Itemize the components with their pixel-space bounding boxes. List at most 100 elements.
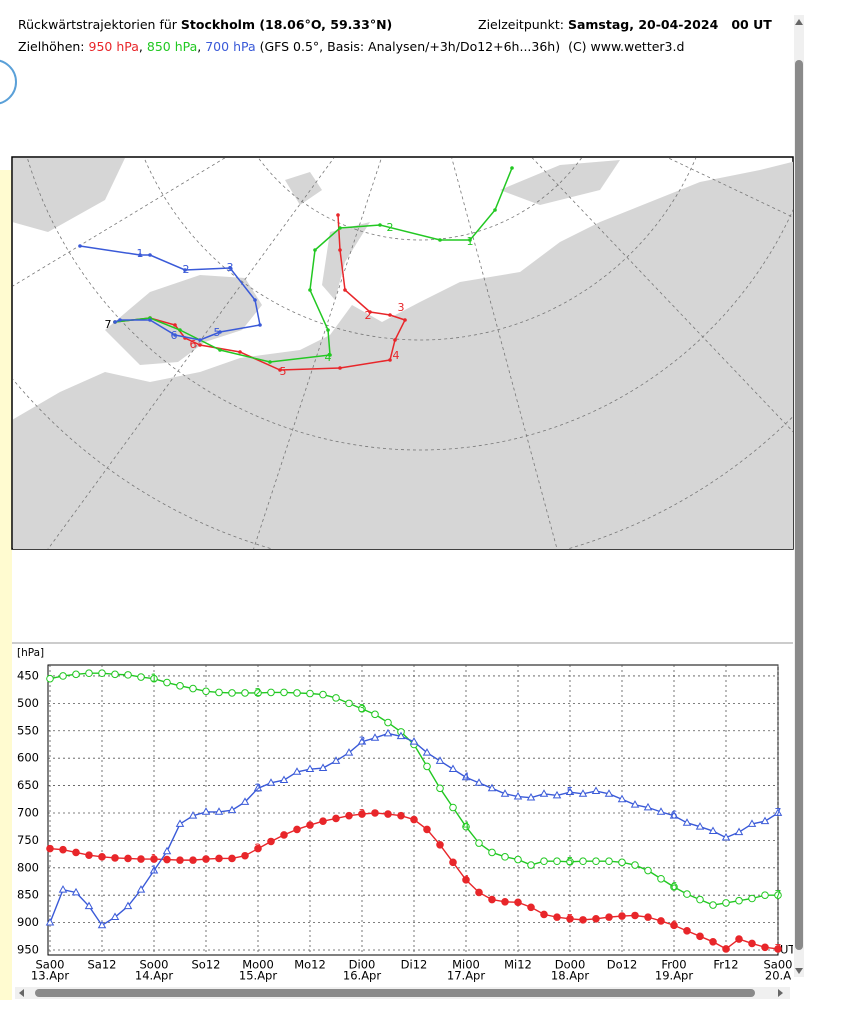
marker xyxy=(240,797,250,805)
model-note: (GFS 0.5°, Basis: Analysen/+3h/Do12+6h..… xyxy=(260,39,561,54)
marker xyxy=(526,793,536,801)
point-label: 3 xyxy=(359,735,366,748)
trajectory-point xyxy=(343,288,347,292)
marker xyxy=(110,912,120,921)
marker xyxy=(501,897,509,906)
marker xyxy=(137,855,145,863)
marker xyxy=(592,914,600,923)
separator: , xyxy=(139,39,143,54)
trajectory-point xyxy=(228,266,232,270)
trajectory-label: 5 xyxy=(214,326,221,339)
marker xyxy=(644,866,652,875)
marker xyxy=(748,939,756,948)
marker xyxy=(241,851,249,860)
marker xyxy=(435,756,445,764)
marker xyxy=(150,855,158,863)
point-label: 2 xyxy=(255,842,262,855)
marker xyxy=(357,737,367,745)
trajectory-label: 4 xyxy=(393,349,400,362)
marker xyxy=(734,827,744,836)
location: Stockholm (18.06°O, 59.33°N) xyxy=(181,17,392,32)
x-date-label: 18.Apr xyxy=(551,969,589,983)
marker xyxy=(397,811,405,820)
y-tick-label: 600 xyxy=(17,751,39,765)
marker xyxy=(409,737,419,745)
legend-entry: 700 hPa xyxy=(205,39,255,54)
marker xyxy=(500,789,510,797)
marker xyxy=(227,805,237,814)
marker xyxy=(293,689,301,697)
y-tick-label: 950 xyxy=(17,943,39,957)
trajectory-point xyxy=(278,368,282,372)
marker xyxy=(280,688,288,697)
y-tick-label: 500 xyxy=(17,696,39,710)
x-tick-label: Do00 xyxy=(555,958,586,972)
title: Rückwärtstrajektorien für xyxy=(18,17,178,32)
marker xyxy=(592,857,600,866)
marker xyxy=(410,815,418,824)
point-label: 6 xyxy=(671,809,678,822)
trajectory-point xyxy=(336,213,340,217)
point-label: 1 xyxy=(151,852,158,865)
point-label: 2 xyxy=(255,686,262,699)
marker xyxy=(72,848,80,857)
x-date-label: 19.Apr xyxy=(655,969,693,983)
legend-entry: 950 hPa xyxy=(89,39,139,54)
marker xyxy=(514,855,522,864)
point-label: 6 xyxy=(671,918,678,931)
x-tick-label: Mi00 xyxy=(452,958,480,972)
v-scroll-thumb[interactable] xyxy=(795,60,803,950)
marker xyxy=(228,854,236,863)
marker xyxy=(370,733,380,741)
point-label: 1 xyxy=(151,672,158,685)
start-label: 7 xyxy=(105,318,112,331)
marker xyxy=(761,891,769,900)
marker xyxy=(566,857,574,866)
marker xyxy=(462,822,470,831)
marker xyxy=(46,674,54,683)
trajectory-point xyxy=(148,253,152,257)
marker xyxy=(448,764,458,773)
point-label: 7 xyxy=(775,888,782,901)
trajectory-point xyxy=(388,358,392,362)
trajectory-label: 1 xyxy=(137,247,144,260)
scroll-down[interactable] xyxy=(795,968,803,974)
marker xyxy=(280,831,288,839)
marker xyxy=(59,845,67,854)
marker xyxy=(565,787,575,796)
scrollbars xyxy=(15,15,804,999)
marker xyxy=(305,764,315,773)
trajectory-point xyxy=(138,253,142,257)
marker xyxy=(123,901,133,910)
marker xyxy=(617,794,627,803)
marker xyxy=(384,718,392,727)
x-date-label: 13.Apr xyxy=(31,969,69,983)
marker xyxy=(474,778,484,786)
marker xyxy=(345,811,353,820)
trajectory-label: 6 xyxy=(171,329,178,342)
marker xyxy=(540,910,548,919)
marker xyxy=(735,935,743,943)
x-date-label: 16.Apr xyxy=(343,969,381,983)
x-tick-label: Sa12 xyxy=(88,958,117,972)
marker xyxy=(475,839,483,847)
x-tick-label: So00 xyxy=(140,958,169,972)
trajectory-label: 6 xyxy=(190,338,197,351)
point-label: 3 xyxy=(359,702,366,715)
scroll-up[interactable] xyxy=(795,19,803,25)
x-tick-label: Mo12 xyxy=(294,958,326,972)
marker xyxy=(188,811,198,819)
marker xyxy=(760,816,770,825)
trajectory-point xyxy=(183,268,187,272)
marker xyxy=(189,684,197,693)
scroll-right[interactable] xyxy=(778,989,783,997)
marker xyxy=(748,894,756,903)
marker xyxy=(566,914,574,923)
point-label: 1 xyxy=(151,864,158,877)
trajectory-point xyxy=(118,318,122,322)
scroll-left[interactable] xyxy=(19,989,24,997)
marker xyxy=(306,689,314,698)
h-scroll-thumb[interactable] xyxy=(35,989,755,997)
marker xyxy=(475,888,483,897)
trajectory-point xyxy=(218,330,222,334)
